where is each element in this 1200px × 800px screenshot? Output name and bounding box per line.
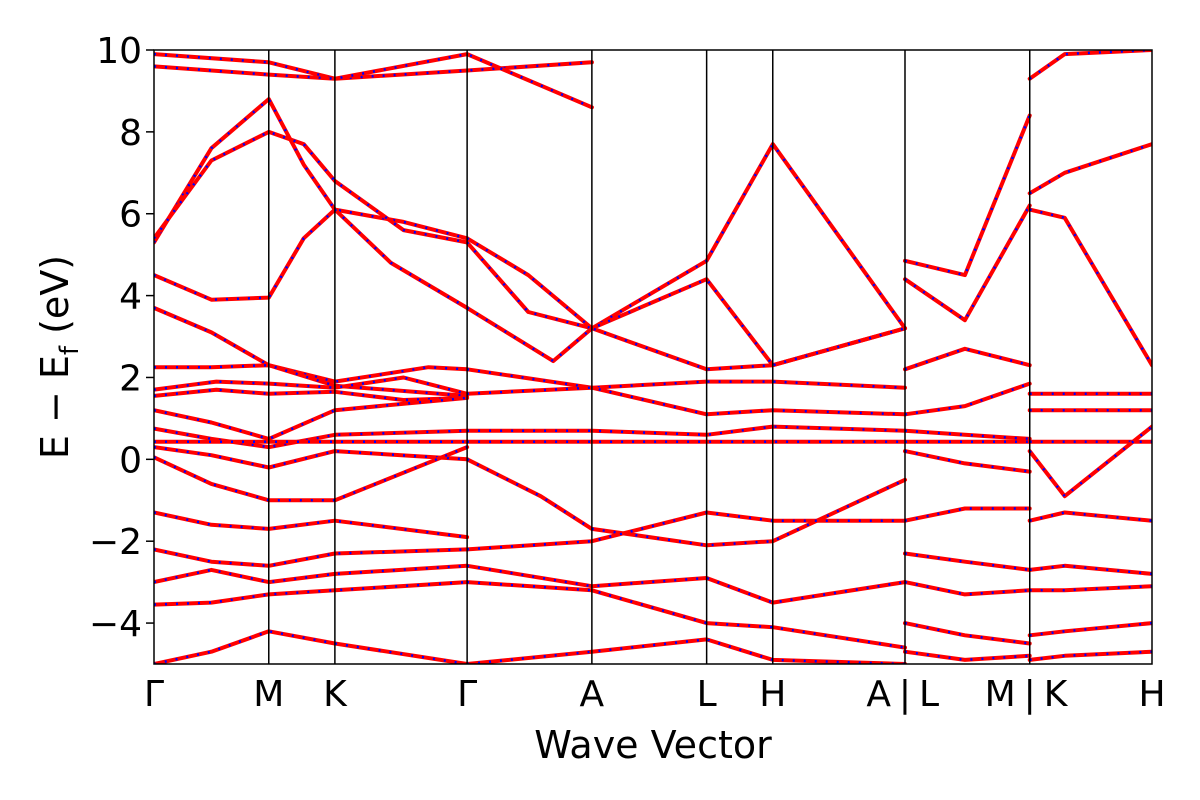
y-axis-label-unit: (eV)	[33, 255, 77, 346]
x-tick-label: H	[759, 674, 786, 715]
band-line-spin-down	[903, 428, 1032, 441]
band-line-spin-down	[1027, 50, 1152, 81]
x-tick-label: Γ	[144, 674, 164, 715]
y-tick-label: 0	[119, 440, 142, 481]
band-line-spin-down	[1027, 424, 1152, 499]
y-axis-label: E − Ef (eV)	[33, 255, 85, 459]
band-line-spin-down	[903, 551, 1032, 572]
x-tick-label: K	[1044, 674, 1069, 715]
band-line-spin-down	[903, 381, 1032, 417]
x-tick-label: K	[323, 674, 348, 715]
band-line-spin-down	[1027, 207, 1152, 368]
band-line-spin-down	[154, 580, 470, 607]
band-line-spin-down	[903, 621, 1032, 646]
band-line-spin-down	[1027, 510, 1152, 523]
band-line-spin-down	[465, 424, 907, 437]
x-axis-ticks: Γ M K Γ A L H A | L M | K H	[144, 674, 1166, 715]
y-tick-label: 10	[96, 31, 142, 72]
band-line-spin-down	[903, 506, 1032, 523]
band-line-spin-down	[465, 563, 907, 605]
band-line-spin-up	[466, 564, 906, 604]
band-line-spin-up	[154, 630, 468, 664]
band-line-spin-down	[1027, 142, 1152, 196]
band-line-spin-up	[466, 458, 906, 547]
band-line-spin-down	[903, 203, 1032, 323]
x-tick-label: M	[253, 674, 284, 715]
band-line-spin-down	[465, 142, 907, 331]
band-line-spin-up	[154, 207, 468, 309]
band-line-spin-down	[1027, 621, 1152, 638]
y-tick-label: −2	[89, 522, 142, 563]
band-line-spin-down	[154, 375, 470, 396]
band-line-spin-down	[903, 580, 1032, 597]
band-line-spin-down	[154, 97, 470, 245]
plot-frame	[153, 49, 1153, 665]
band-line-spin-down	[903, 449, 1032, 474]
band-line-spin-up	[1029, 208, 1152, 366]
y-tick-label: 6	[119, 195, 142, 236]
y-tick-label: 4	[119, 277, 142, 318]
x-tick-label: L	[697, 674, 717, 715]
band-line-spin-down	[154, 387, 470, 402]
band-line-spin-down	[154, 547, 470, 568]
band-line-spin-down	[1027, 649, 1152, 662]
band-line-spin-up	[904, 204, 1031, 323]
band-line-spin-up	[1028, 425, 1152, 498]
band-line-spin-down	[1027, 584, 1152, 593]
x-tick-label: A	[580, 674, 605, 715]
band-line-spin-down	[465, 305, 907, 372]
band-line-spin-down	[154, 510, 470, 540]
band-line-spin-down	[465, 457, 907, 548]
x-tick-label: |	[1024, 674, 1036, 715]
band-line-spin-down	[154, 629, 470, 664]
x-tick-label: Γ	[457, 674, 477, 715]
band-line-spin-up	[1029, 621, 1152, 637]
y-tick-label: 8	[119, 113, 142, 154]
band-line-spin-down	[903, 113, 1032, 278]
band-line-spin-up	[154, 97, 468, 244]
band-line-spin-up	[154, 306, 468, 383]
band-line-spin-up	[1029, 511, 1152, 522]
band-line-spin-up	[466, 141, 907, 330]
y-tick-label: 2	[119, 358, 142, 399]
x-tick-label: A	[866, 674, 891, 715]
band-line-spin-up	[1029, 650, 1152, 662]
x-tick-label: L	[919, 674, 939, 715]
y-axis-label-main: E − E	[33, 355, 77, 459]
band-line-spin-up	[1029, 584, 1152, 592]
x-tick-label: H	[1138, 674, 1165, 715]
band-line-spin-down	[465, 637, 907, 664]
y-axis-label-subscript: f	[55, 345, 85, 355]
kpoint-lines	[268, 50, 1031, 664]
bands-layer	[154, 50, 1152, 664]
band-line-spin-down	[1027, 563, 1152, 576]
band-line-spin-down	[903, 346, 1032, 372]
band-line-spin-down	[154, 563, 470, 585]
band-line-spin-down	[154, 52, 594, 110]
x-tick-label: M	[985, 674, 1016, 715]
band-line-spin-down	[154, 305, 470, 384]
y-tick-label: −4	[89, 604, 142, 645]
x-axis-label: Wave Vector	[534, 723, 772, 767]
band-line-spin-down	[154, 426, 470, 450]
band-line-spin-down	[903, 649, 1032, 662]
band-line-spin-up	[904, 115, 1031, 277]
band-line-spin-up	[154, 130, 468, 244]
y-axis-ticks: 10 8 6 4 2 0 −2 −4	[89, 31, 154, 645]
band-line-spin-up	[466, 241, 906, 367]
x-tick-label: |	[899, 674, 911, 715]
band-line-spin-up	[1029, 564, 1152, 576]
